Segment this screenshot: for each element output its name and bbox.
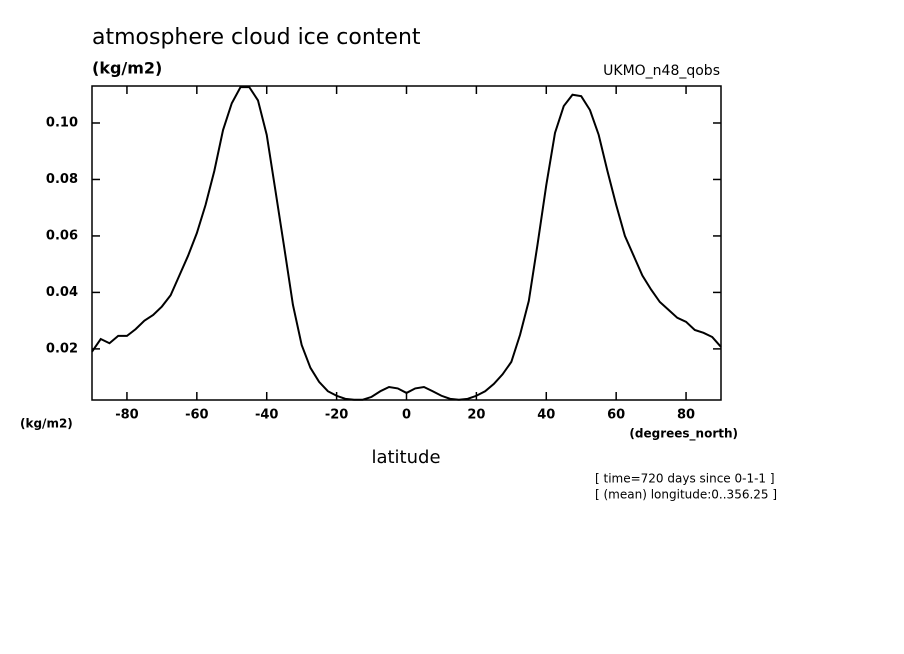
x-tick-label: -80 bbox=[115, 408, 139, 423]
y-tick-label: 0.02 bbox=[46, 341, 78, 356]
x-tick-label: -40 bbox=[255, 408, 279, 423]
dataset: UKMO_n48_qobs bbox=[603, 63, 720, 79]
x-tick-label: -20 bbox=[325, 408, 349, 423]
data-line bbox=[91, 86, 722, 401]
x-tick-label: 80 bbox=[677, 408, 695, 423]
units: (kg/m2) bbox=[92, 59, 162, 78]
y-tick-label: 0.08 bbox=[46, 172, 78, 187]
x-tick-label: 60 bbox=[607, 408, 625, 423]
plot-frame bbox=[91, 85, 722, 401]
y-axis-label: (kg/m2) bbox=[20, 417, 73, 431]
x-units: (degrees_north) bbox=[629, 427, 738, 442]
y-tick-label: 0.06 bbox=[46, 228, 78, 243]
annotation: [ time=720 days since 0-1-1 ] bbox=[595, 472, 775, 486]
x-tick-label: 40 bbox=[537, 408, 555, 423]
x-tick-label: 0 bbox=[402, 408, 411, 423]
y-tick-label: 0.10 bbox=[46, 115, 78, 130]
x-tick-label: -60 bbox=[185, 408, 209, 423]
annotation: [ (mean) longitude:0..356.25 ] bbox=[595, 488, 777, 502]
y-tick-label: 0.04 bbox=[46, 285, 78, 300]
x-axis-label: latitude bbox=[371, 447, 440, 468]
chart-title: atmosphere cloud ice content bbox=[92, 25, 421, 50]
x-tick-label: 20 bbox=[467, 408, 485, 423]
